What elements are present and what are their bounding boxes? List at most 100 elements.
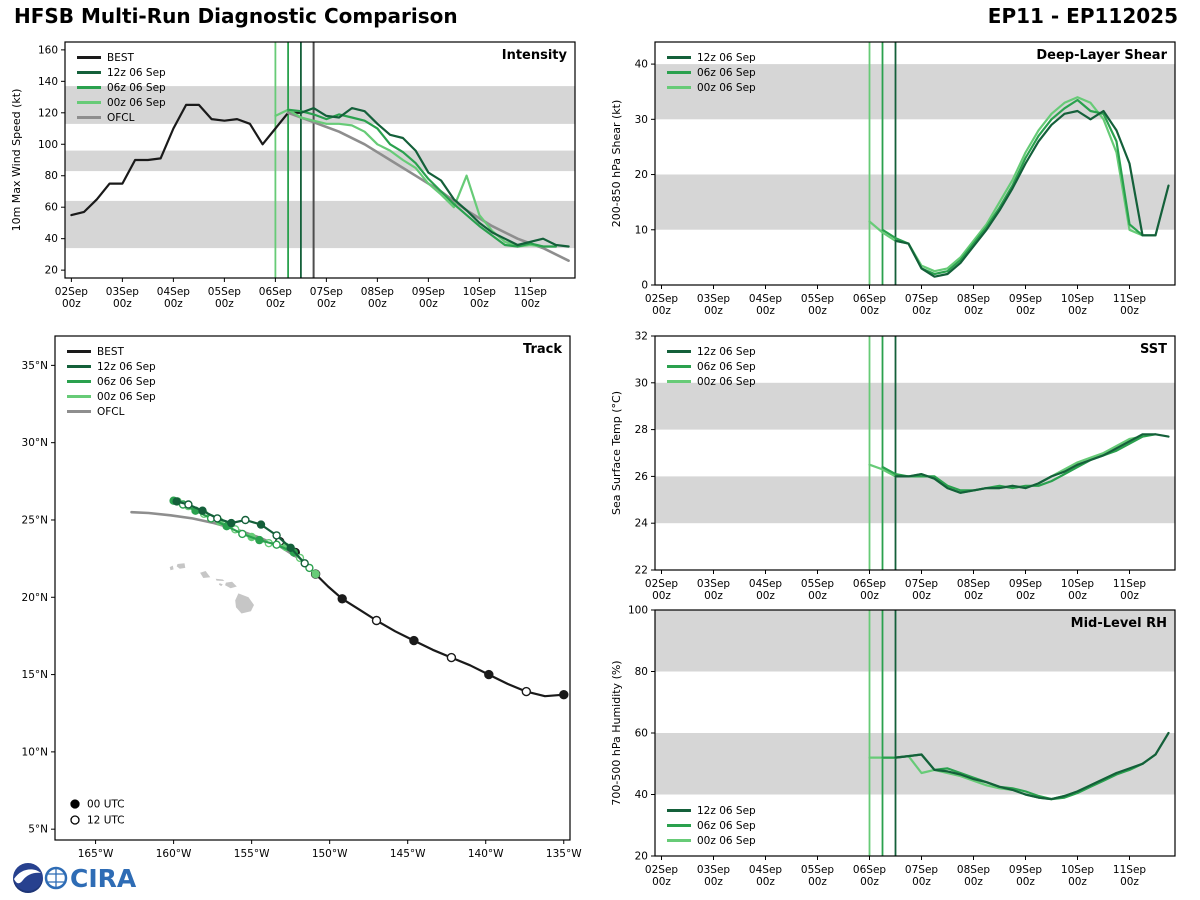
x-tick-label: 00z [912, 876, 931, 888]
legend-marker-filled [70, 799, 80, 809]
series-06z-06-sep [881, 98, 1157, 276]
series-12z-06-sep [175, 500, 306, 565]
cira-globe-lines [48, 868, 64, 888]
marker-12utc [272, 540, 281, 549]
series-12z-06-sep [894, 433, 1170, 494]
x-tick-label: 00z [113, 298, 132, 310]
x-tick-label: 00z [704, 305, 723, 317]
marker-00utc [484, 669, 494, 680]
legend-label: 00 UTC [87, 799, 125, 811]
y-axis-label: 10m Max Wind Speed (kt) [10, 89, 23, 232]
x-tick-label: 135°W [546, 848, 582, 860]
series-best [278, 540, 565, 698]
x-tick-label: 03Sep [697, 864, 730, 876]
cira-logo: CIRA [44, 864, 137, 893]
plot-border [654, 335, 1176, 571]
x-tick-label: 07Sep [310, 286, 343, 298]
legend-label: 06z 06 Sep [697, 820, 756, 832]
y-tick-label: 100 [38, 139, 58, 151]
y-tick-label: 80 [635, 666, 648, 678]
y-tick-label: 40 [45, 233, 58, 245]
x-tick-label: 155°W [234, 848, 270, 860]
x-tick-label: 08Sep [957, 864, 990, 876]
legend-label: 12z 06 Sep [697, 805, 756, 817]
marker-00utc [227, 518, 236, 528]
legend-label: 12z 06 Sep [697, 346, 756, 358]
sst-chart: 02Sep00z03Sep00z04Sep00z05Sep00z06Sep00z… [610, 331, 1176, 602]
y-tick-label: 100 [628, 605, 648, 617]
y-tick-label: 10°N [22, 746, 48, 758]
x-tick-label: 00z [808, 590, 827, 602]
island-shape [215, 578, 225, 581]
x-tick-label: 04Sep [749, 578, 782, 590]
x-tick-label: 00z [1068, 876, 1087, 888]
x-tick-label: 09Sep [1009, 864, 1042, 876]
x-tick-label: 00z [704, 590, 723, 602]
x-tick-label: 00z [1120, 876, 1139, 888]
y-tick-label: 160 [38, 44, 58, 56]
series-best [70, 103, 302, 217]
category-band [655, 382, 1175, 430]
x-tick-label: 07Sep [905, 578, 938, 590]
marker-12utc [371, 615, 382, 626]
x-tick-label: 00z [521, 298, 540, 310]
legend-label: 12z 06 Sep [697, 52, 756, 64]
plot-border [54, 335, 571, 841]
legend-label: OFCL [107, 112, 135, 124]
x-tick-label: 00z [652, 590, 671, 602]
x-tick-label: 00z [62, 298, 81, 310]
panel-title: Intensity [502, 48, 568, 63]
x-tick-label: 03Sep [697, 293, 730, 305]
legend-label: 00z 06 Sep [697, 82, 756, 94]
x-tick-label: 00z [912, 590, 931, 602]
x-tick-label: 00z [756, 590, 775, 602]
marker-00utc [337, 594, 347, 604]
shear-chart: 02Sep00z03Sep00z04Sep00z05Sep00z06Sep00z… [610, 41, 1176, 317]
y-tick-label: 40 [635, 59, 648, 71]
x-tick-label: 03Sep [697, 578, 730, 590]
x-tick-label: 00z [704, 876, 723, 888]
x-tick-label: 00z [964, 305, 983, 317]
marker-12utc [446, 652, 457, 663]
x-tick-label: 07Sep [905, 864, 938, 876]
x-tick-label: 08Sep [361, 286, 394, 298]
x-tick-label: 00z [215, 298, 234, 310]
x-tick-label: 00z [652, 305, 671, 317]
y-tick-label: 28 [635, 424, 648, 436]
x-tick-label: 00z [419, 298, 438, 310]
y-tick-label: 20 [45, 265, 58, 277]
x-tick-label: 00z [470, 298, 489, 310]
marker-00utc [559, 690, 569, 700]
y-tick-label: 80 [45, 170, 58, 182]
rh-chart: 02Sep00z03Sep00z04Sep00z05Sep00z06Sep00z… [610, 605, 1176, 888]
x-tick-label: 09Sep [412, 286, 445, 298]
marker-12utc [184, 500, 193, 509]
x-tick-label: 140°W [468, 848, 504, 860]
x-tick-label: 00z [756, 876, 775, 888]
x-tick-label: 00z [1068, 590, 1087, 602]
y-tick-label: 25°N [22, 514, 48, 526]
x-tick-label: 00z [860, 305, 879, 317]
x-tick-label: 09Sep [1009, 293, 1042, 305]
intensity-chart: 02Sep00z03Sep00z04Sep00z05Sep00z06Sep00z… [10, 41, 576, 310]
x-tick-label: 05Sep [801, 293, 834, 305]
y-tick-label: 20 [635, 851, 648, 863]
x-tick-label: 00z [266, 298, 285, 310]
x-tick-label: 00z [1016, 876, 1035, 888]
y-tick-label: 32 [635, 331, 648, 343]
y-tick-label: 20°N [22, 592, 48, 604]
plot-border [654, 41, 1176, 286]
x-tick-label: 02Sep [645, 864, 678, 876]
y-tick-label: 120 [38, 107, 58, 119]
x-tick-label: 00z [912, 305, 931, 317]
panel-title: Mid-Level RH [1071, 616, 1167, 631]
y-axis-label: 700-500 hPa Humidity (%) [610, 660, 623, 805]
island-shape [169, 565, 174, 571]
x-tick-label: 00z [368, 298, 387, 310]
y-axis-label: 200-850 hPa Shear (kt) [610, 100, 623, 228]
legend-label: 06z 06 Sep [697, 67, 756, 79]
marker-00utc [409, 635, 419, 646]
x-tick-label: 00z [164, 298, 183, 310]
x-tick-label: 00z [1016, 305, 1035, 317]
panel-title: Deep-Layer Shear [1036, 48, 1167, 63]
